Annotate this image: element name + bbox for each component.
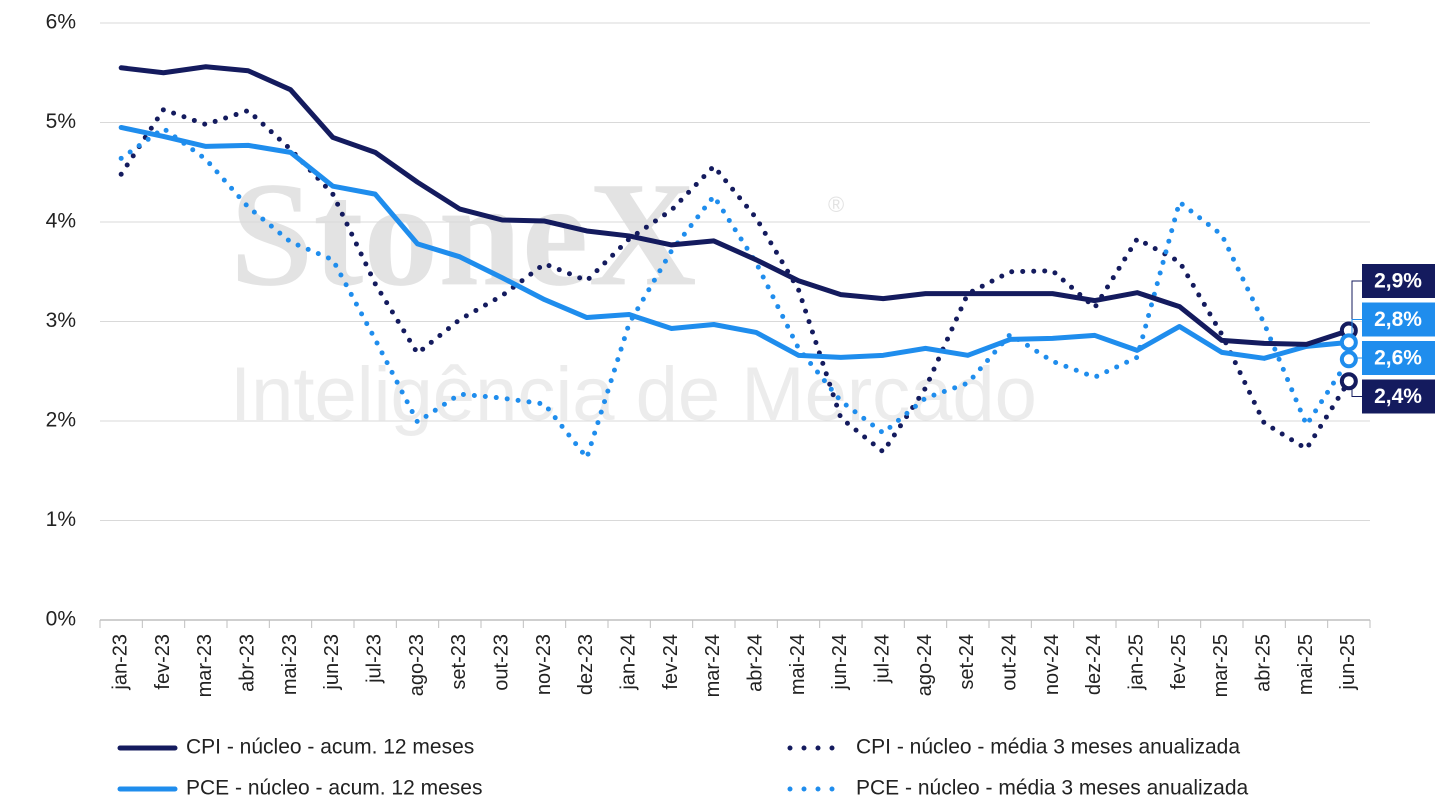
legend-label: CPI - núcleo - média 3 meses anualizada xyxy=(856,736,1240,759)
x-tick-label: mar-24 xyxy=(702,634,724,697)
y-tick-label: 0% xyxy=(46,608,76,631)
value-label: 2,4% xyxy=(1374,385,1422,408)
x-tick-label: ago-23 xyxy=(406,634,428,696)
x-tick-label: abr-23 xyxy=(236,634,258,692)
x-tick-label: set-24 xyxy=(956,634,978,690)
x-tick-label: jun-24 xyxy=(829,634,851,691)
watermark-subtitle: Inteligência de Mercado xyxy=(230,352,1037,437)
x-tick-label: jul-23 xyxy=(363,634,385,684)
x-tick-label: fev-24 xyxy=(660,634,682,690)
legend-label: PCE - núcleo - média 3 meses anualizada xyxy=(856,777,1249,800)
legend-label: PCE - núcleo - acum. 12 meses xyxy=(186,777,482,800)
end-marker xyxy=(1339,372,1358,391)
value-label-box xyxy=(1362,264,1435,298)
x-tick-label: out-24 xyxy=(998,634,1020,691)
x-tick-label: dez-23 xyxy=(575,634,597,695)
x-tick-label: mar-23 xyxy=(194,634,216,697)
value-label-box xyxy=(1362,379,1435,414)
y-tick-label: 6% xyxy=(46,11,76,34)
x-tick-label: nov-23 xyxy=(533,634,555,695)
x-tick-label: ago-24 xyxy=(914,634,936,696)
end-marker xyxy=(1339,333,1358,352)
y-tick-label: 2% xyxy=(46,409,76,432)
x-tick-label: jun-25 xyxy=(1337,634,1359,691)
value-label: 2,8% xyxy=(1374,308,1422,331)
x-tick-label: dez-24 xyxy=(1083,634,1105,695)
x-tick-label: jan-25 xyxy=(1125,634,1147,691)
x-tick-label: mar-25 xyxy=(1210,634,1232,697)
x-tick-label: jun-23 xyxy=(321,634,343,691)
series-line xyxy=(118,124,1352,361)
value-label-box xyxy=(1362,302,1435,337)
x-tick-label: mai-23 xyxy=(279,634,301,695)
x-tick-label: mai-24 xyxy=(787,634,809,695)
value-label: 2,9% xyxy=(1374,270,1422,293)
watermark-mark: ® xyxy=(828,192,844,217)
value-label: 2,6% xyxy=(1374,347,1422,370)
x-tick-label: abr-24 xyxy=(744,634,766,692)
x-tick-label: set-23 xyxy=(448,634,470,690)
value-label-box xyxy=(1362,341,1435,375)
series-line xyxy=(118,107,1352,455)
x-tick-label: out-23 xyxy=(490,634,512,691)
x-tick-label: fev-25 xyxy=(1168,634,1190,690)
x-tick-label: nov-24 xyxy=(1041,634,1063,695)
y-tick-label: 3% xyxy=(46,309,76,332)
series-line xyxy=(118,125,1352,461)
x-tick-label: jan-24 xyxy=(617,634,639,691)
series-line xyxy=(118,64,1352,347)
end-marker xyxy=(1339,350,1358,369)
x-tick-label: jan-23 xyxy=(109,634,131,691)
y-tick-label: 1% xyxy=(46,508,76,531)
x-tick-label: mai-25 xyxy=(1295,634,1317,695)
x-tick-label: abr-25 xyxy=(1252,634,1274,692)
x-tick-label: fev-23 xyxy=(152,634,174,690)
x-tick-label: jul-24 xyxy=(871,634,893,684)
y-tick-label: 5% xyxy=(46,110,76,133)
legend-label: CPI - núcleo - acum. 12 meses xyxy=(186,736,474,759)
y-tick-label: 4% xyxy=(46,210,76,233)
